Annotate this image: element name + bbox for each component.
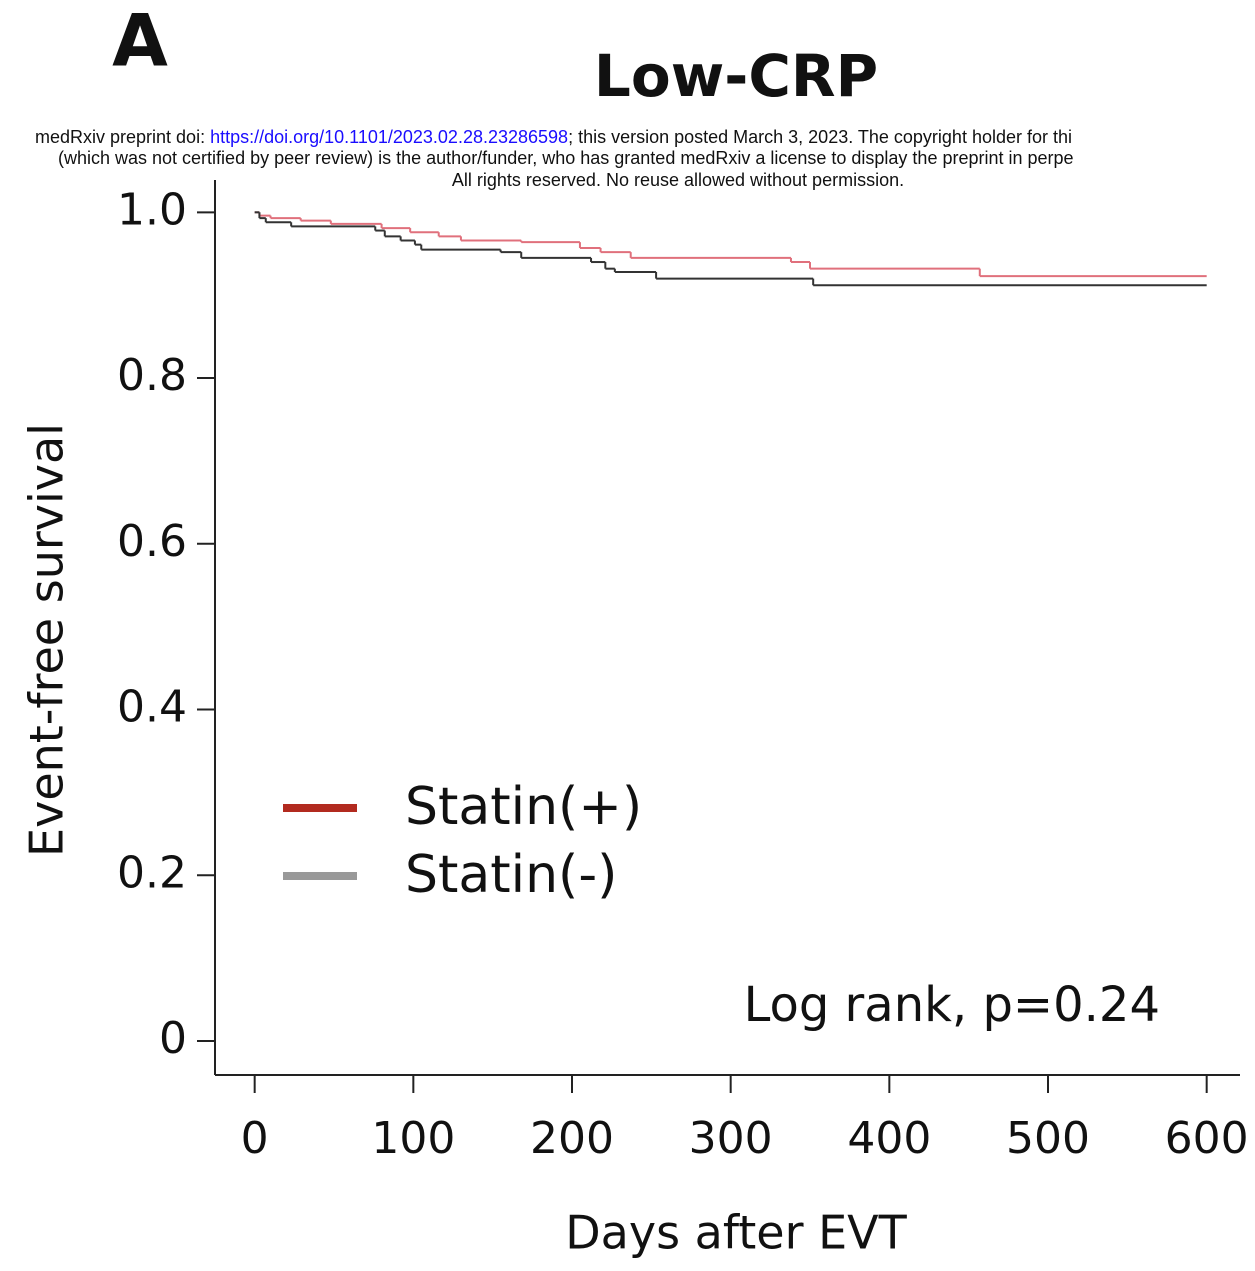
y-tick-label: 0.8: [117, 350, 187, 401]
x-tick-label: 100: [371, 1113, 455, 1164]
x-tick-label: 200: [530, 1113, 614, 1164]
preprint-notice: (which was not certified by peer review)…: [58, 148, 1074, 168]
y-tick-label: 1.0: [117, 184, 187, 235]
annotation: Log rank, p=0.24: [744, 977, 1160, 1033]
legend-label: Statin(-): [405, 845, 617, 905]
y-tick-label: 0.6: [117, 516, 187, 567]
x-tick-label: 500: [1006, 1113, 1090, 1164]
y-axis-label: Event-free survival: [20, 423, 74, 857]
doi-link[interactable]: https://doi.org/10.1101/2023.02.28.23286…: [210, 127, 568, 147]
y-tick-label: 0.4: [117, 682, 187, 733]
x-tick-label: 600: [1165, 1113, 1249, 1164]
x-tick-label: 400: [847, 1113, 931, 1164]
notice-text: ; this version posted March 3, 2023. The…: [568, 127, 1072, 147]
panel-label: A: [112, 0, 168, 83]
legend-label: Statin(+): [405, 777, 642, 837]
x-axis-label: Days after EVT: [565, 1206, 907, 1260]
preprint-notice: All rights reserved. No reuse allowed wi…: [452, 170, 904, 190]
y-tick-label: 0.2: [117, 847, 187, 898]
x-tick-label: 300: [689, 1113, 773, 1164]
chart-title: Low-CRP: [594, 42, 878, 110]
preprint-notice: medRxiv preprint doi: https://doi.org/10…: [35, 127, 1072, 147]
y-tick-label: 0: [159, 1013, 187, 1064]
notice-text: medRxiv preprint doi:: [35, 127, 210, 147]
x-tick-label: 0: [241, 1113, 269, 1164]
